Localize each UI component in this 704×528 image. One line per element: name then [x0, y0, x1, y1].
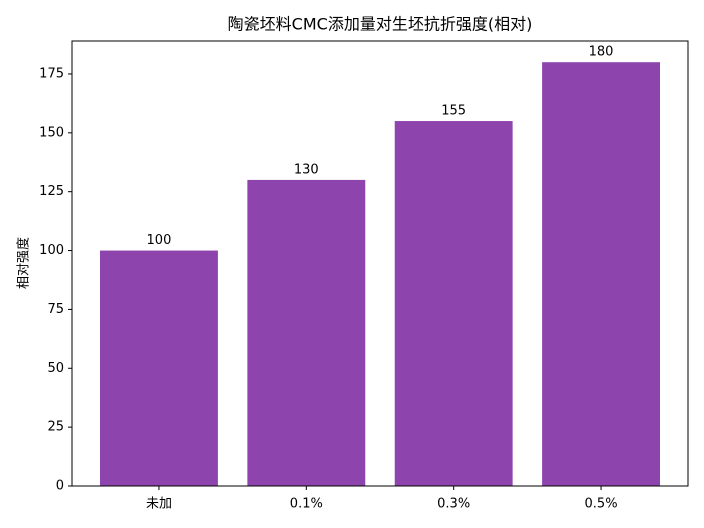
x-tick-label: 0.3%	[437, 497, 470, 512]
value-label: 130	[294, 162, 319, 177]
y-tick-label: 75	[47, 302, 64, 317]
y-tick-label: 25	[47, 420, 64, 435]
bar	[394, 121, 513, 486]
x-tick-label: 0.5%	[585, 497, 618, 512]
bar	[247, 179, 366, 486]
bar	[542, 62, 660, 486]
y-tick-label: 100	[39, 243, 64, 258]
y-tick-label: 150	[39, 125, 64, 140]
value-label: 180	[589, 45, 614, 60]
y-tick-label: 50	[47, 361, 64, 376]
y-tick-label: 0	[56, 479, 64, 494]
chart-title: 陶瓷坯料CMC添加量对生坯抗折强度(相对)	[228, 15, 533, 34]
y-tick-label: 175	[39, 66, 64, 81]
bar	[100, 250, 218, 486]
x-tick-label: 0.1%	[290, 497, 323, 512]
value-label: 155	[441, 104, 466, 119]
x-tick-label: 未加	[146, 497, 172, 512]
y-axis-label: 相对强度	[16, 237, 32, 289]
plot-frame	[71, 40, 689, 487]
y-tick-label: 125	[39, 184, 64, 199]
value-label: 100	[147, 233, 172, 248]
